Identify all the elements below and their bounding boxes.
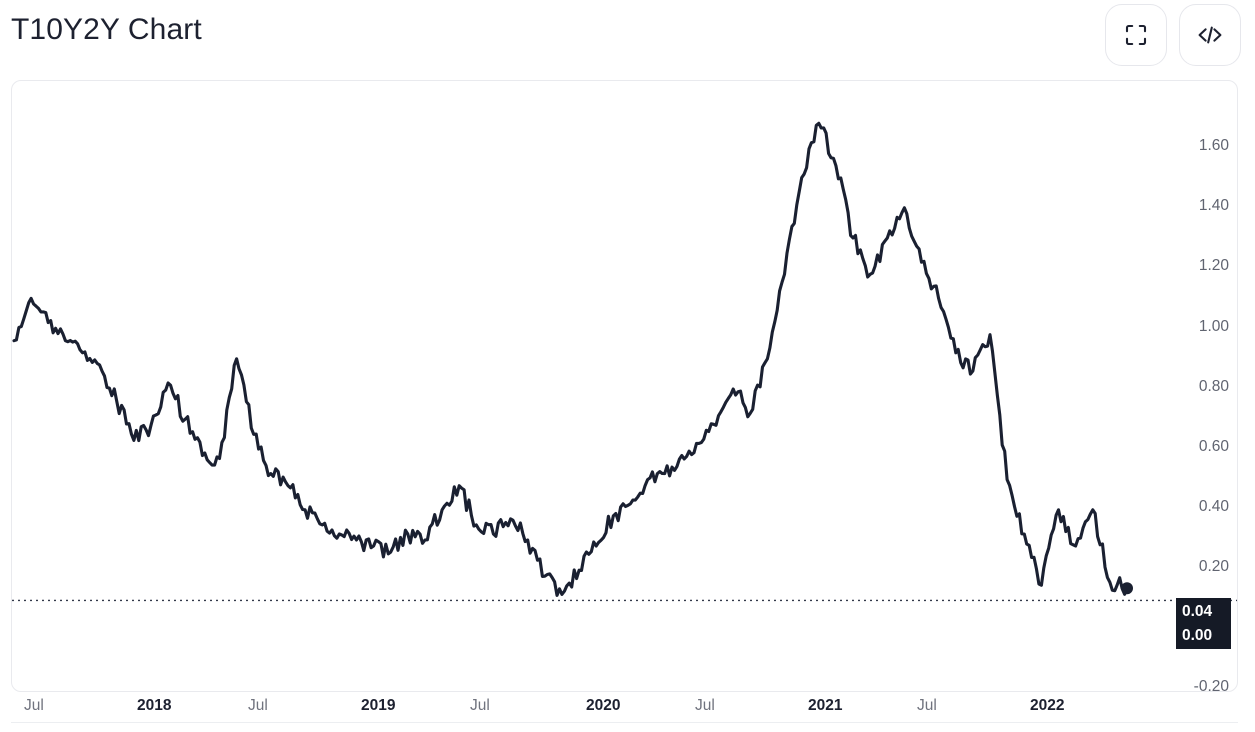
- fullscreen-icon: [1123, 22, 1149, 48]
- x-axis-tick-label: 2018: [137, 697, 172, 714]
- x-axis-tick-label: Jul: [695, 697, 715, 714]
- page-header: T10Y2Y Chart: [0, 0, 1255, 70]
- chart-svg: [12, 121, 1237, 602]
- embed-code-button[interactable]: [1179, 4, 1241, 66]
- x-axis-tick-label: Jul: [470, 697, 490, 714]
- end-point-marker[interactable]: [1121, 582, 1133, 595]
- x-axis-tick-label: 2022: [1030, 697, 1065, 714]
- fullscreen-button[interactable]: [1105, 4, 1167, 66]
- y-axis-tick-label: 0.60: [1198, 438, 1229, 455]
- value-tooltip: 0.04 0.00: [1176, 598, 1231, 649]
- y-axis-tick-label: 1.00: [1198, 318, 1229, 335]
- y-axis-tick-label: -0.20: [1193, 678, 1229, 692]
- bottom-divider: [11, 722, 1238, 723]
- plot-area[interactable]: [12, 81, 1237, 691]
- y-axis-tick-label: 0.80: [1198, 378, 1229, 395]
- x-axis-tick-label: Jul: [917, 697, 937, 714]
- header-actions: [1105, 4, 1241, 66]
- code-icon: [1196, 22, 1224, 48]
- series-line-t10y2y: [12, 121, 1129, 597]
- x-axis-tick-label: 2020: [586, 697, 621, 714]
- x-axis: Jul 2018 Jul 2019 Jul 2020 Jul 2021 Jul 2022: [11, 692, 1238, 732]
- tooltip-current-value: 0.04: [1182, 602, 1213, 620]
- x-axis-tick-label: Jul: [24, 697, 44, 714]
- tooltip-baseline-value: 0.00: [1182, 626, 1213, 644]
- y-axis-tick-label: 0.20: [1198, 558, 1229, 575]
- y-axis-tick-label: 1.40: [1198, 197, 1229, 214]
- x-axis-tick-label: 2019: [361, 697, 396, 714]
- y-axis-tick-label: 0.40: [1198, 498, 1229, 515]
- x-axis-tick-label: 2021: [808, 697, 843, 714]
- y-axis-tick-label: 1.20: [1198, 257, 1229, 274]
- y-axis-tick-label: 1.60: [1198, 137, 1229, 154]
- chart-card[interactable]: 1.60 1.40 1.20 1.00 0.80 0.60 0.40 0.20 -0.20 0.…: [11, 80, 1238, 692]
- page-title: T10Y2Y Chart: [11, 13, 202, 46]
- x-axis-tick-label: Jul: [248, 697, 268, 714]
